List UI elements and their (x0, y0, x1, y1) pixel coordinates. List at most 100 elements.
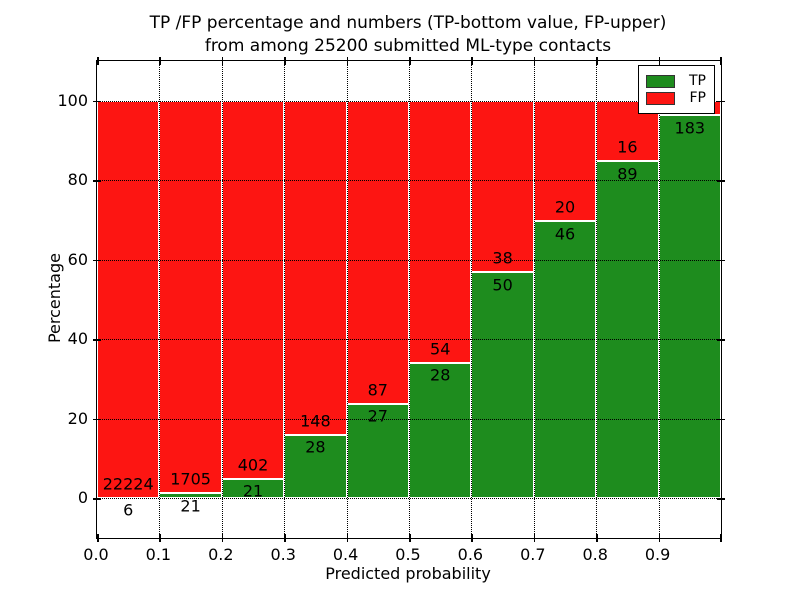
x-tick-label: 0.4 (332, 545, 359, 564)
x-tick-mark (658, 534, 661, 542)
legend-label: TP (689, 73, 706, 89)
bar-fp-segment (159, 100, 222, 494)
fp-count-label: 54 (430, 339, 451, 359)
x-tick-mark (346, 534, 349, 542)
x-tick-label: 0.6 (457, 545, 484, 564)
x-tick-label: 0.8 (582, 545, 608, 564)
legend-swatch-tp-icon (646, 74, 675, 88)
bar-tp-segment (409, 362, 472, 499)
v-gridline (284, 61, 286, 538)
v-gridline (596, 61, 598, 538)
x-tick-label: 0.0 (83, 545, 109, 564)
v-gridline (159, 61, 161, 538)
tp-count-label: 21 (180, 496, 201, 516)
y-tick-mark (93, 339, 101, 341)
fp-count-label: 1705 (170, 469, 211, 489)
x-tick-mark-top (159, 57, 161, 65)
tp-count-label: 28 (430, 365, 451, 385)
bar-fp-segment (346, 100, 409, 405)
y-tick-mark-right (717, 418, 725, 421)
y-tick-mark-right (717, 339, 725, 341)
x-tick-label: 0.7 (520, 545, 546, 564)
tp-count-label: 46 (554, 224, 576, 243)
tp-count-label: 21 (242, 481, 264, 501)
x-axis-label: Predicted probability (325, 564, 491, 583)
chart-title: TP /FP percentage and numbers (TP-bottom… (96, 12, 720, 58)
x-tick-mark-top (596, 57, 598, 65)
x-tick-mark (533, 534, 536, 542)
bar-fp-segment (409, 100, 472, 363)
legend-row: TP (646, 74, 706, 88)
y-tick-mark-right (717, 180, 725, 182)
x-tick-mark (97, 534, 99, 542)
x-tick-mark (284, 534, 286, 542)
bar-fp-segment (533, 100, 597, 222)
bar-fp-segment (284, 100, 347, 435)
plot-area: TP FP 22224 6 1705 21 402 21 148 28 87 27 54 28 38 50 2… (93, 57, 725, 542)
tp-count-label: 6 (123, 500, 134, 520)
x-tick-label: 0.9 (644, 545, 671, 564)
fp-count-label: 87 (367, 380, 388, 400)
bar-fp-segment (97, 100, 160, 499)
fp-count-label: 402 (237, 455, 269, 475)
fp-count-label: 38 (492, 248, 513, 268)
y-tick-label: 20 (67, 408, 88, 428)
chart-title-line2: from among 25200 submitted ML-type conta… (204, 35, 612, 56)
y-tick-mark (93, 180, 101, 182)
y-tick-mark-right (717, 498, 725, 500)
y-tick-mark (93, 259, 101, 262)
y-tick-label: 60 (67, 249, 88, 269)
v-gridline (221, 61, 223, 538)
v-gridline (409, 61, 410, 538)
legend: TP FP (638, 65, 715, 114)
y-axis-label: Percentage (45, 253, 64, 344)
x-tick-mark (471, 534, 473, 542)
bar-tp-segment (533, 221, 597, 499)
x-tick-mark (221, 534, 224, 542)
bar-tp-segment (658, 115, 721, 499)
fp-count-label: 22224 (102, 474, 154, 494)
y-tick-label: 40 (67, 329, 88, 349)
y-tick-label: 0 (77, 488, 88, 508)
x-tick-label: 0.3 (270, 545, 296, 564)
x-tick-mark-top (409, 57, 411, 65)
bar-tp-segment (284, 435, 347, 499)
chart-title-line1: TP /FP percentage and numbers (TP-bottom… (149, 13, 667, 33)
tp-count-label: 89 (617, 164, 638, 184)
y-tick-mark (93, 498, 101, 500)
x-tick-mark-top (720, 57, 722, 65)
v-gridline (346, 61, 348, 538)
tp-count-label: 50 (492, 275, 513, 295)
y-tick-label: 100 (57, 90, 88, 110)
fp-count-label: 148 (300, 411, 331, 431)
tp-count-label: 27 (367, 406, 388, 426)
y-tick-mark-right (717, 259, 725, 262)
y-tick-mark (93, 100, 101, 103)
x-tick-mark-top (658, 57, 661, 65)
y-tick-mark-right (717, 100, 725, 103)
bar-tp-segment (346, 404, 409, 499)
x-tick-label: 0.5 (395, 545, 421, 564)
bar-tp-segment (471, 272, 534, 499)
y-tick-label: 80 (67, 170, 88, 190)
x-tick-label: 0.1 (145, 545, 172, 564)
fp-count-label: 16 (617, 137, 638, 157)
x-tick-mark-top (346, 57, 349, 65)
v-gridline (533, 61, 535, 538)
x-tick-mark-top (97, 57, 99, 65)
bar-tp-segment (596, 161, 659, 499)
v-gridline (658, 61, 660, 538)
bar-fp-segment (221, 100, 285, 479)
x-tick-label: 0.2 (208, 545, 234, 564)
x-tick-mark (596, 534, 598, 542)
x-tick-mark-top (471, 57, 473, 65)
x-tick-mark-top (221, 57, 224, 65)
x-tick-mark (409, 534, 411, 542)
legend-row: FP (646, 91, 706, 105)
legend-label: FP (689, 90, 707, 106)
x-tick-mark (720, 534, 722, 542)
v-gridline (471, 61, 473, 538)
bar-fp-segment (471, 100, 534, 273)
legend-swatch-fp-icon (646, 91, 675, 105)
